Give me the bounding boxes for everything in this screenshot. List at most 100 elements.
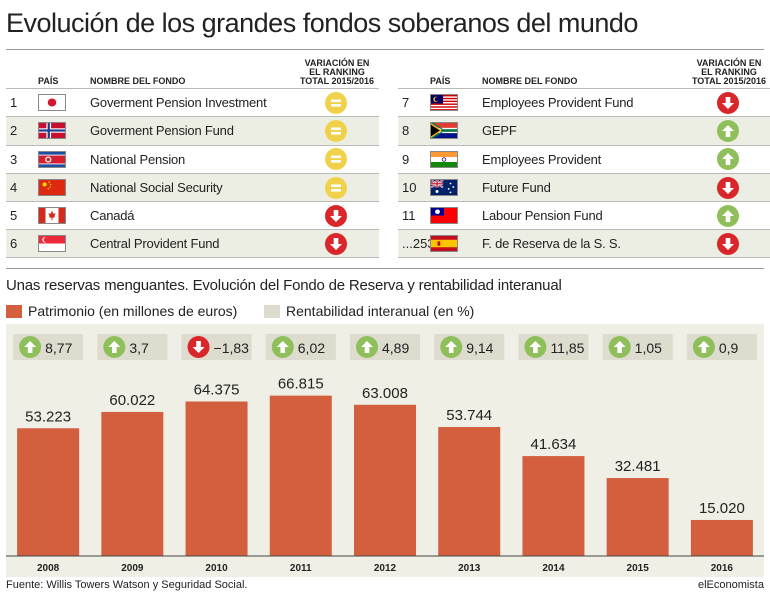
fund-name: Central Provident Fund <box>90 236 220 252</box>
arrow-up-icon <box>271 336 294 358</box>
fund-name: Labour Pension Fund <box>482 208 603 224</box>
legend-label-patrimonio: Patrimonio (en millones de euros) <box>28 303 238 319</box>
rentabilidad-label: 11,85 <box>550 340 584 356</box>
patrimonio-label: 41.634 <box>530 436 576 453</box>
singapore-flag <box>38 235 66 253</box>
x-tick-label: 2012 <box>374 563 397 574</box>
fund-name: Goverment Pension Investment <box>90 95 267 111</box>
x-tick-label: 2016 <box>711 563 734 574</box>
fund-name: Future Fund <box>482 180 551 196</box>
table-row: ...253 F. de Reserva de la S. S. <box>398 229 770 258</box>
fund-name: National Social Security <box>90 180 223 196</box>
patrimonio-label: 64.375 <box>194 382 240 399</box>
table-row: 6 Central Provident Fund <box>6 229 379 258</box>
arrow-up-icon <box>692 336 715 358</box>
fund-name: Employees Provident <box>482 151 602 167</box>
patrimonio-label: 60.022 <box>109 392 155 409</box>
china-flag <box>38 179 66 197</box>
fund-name: Goverment Pension Fund <box>90 123 234 139</box>
page-title: Evolución de los grandes fondos soberano… <box>6 8 638 38</box>
australia-flag <box>430 179 458 197</box>
japan-flag <box>38 94 66 112</box>
patrimonio-bar <box>17 428 80 556</box>
x-tick-label: 2008 <box>37 563 60 574</box>
funds-table-left: PAÍS NOMBRE DEL FONDO VARIACIÓN EN EL RAN… <box>6 56 379 258</box>
arrow-down-icon <box>187 336 210 358</box>
fund-name: National Pension <box>90 151 186 167</box>
patrimonio-label: 53.744 <box>446 407 492 424</box>
arrow-up-icon <box>608 336 631 358</box>
header-variacion: VARIACIÓN EN EL RANKING TOTAL 2015/2016 <box>299 58 375 86</box>
header-pais: PAÍS <box>38 76 59 86</box>
fund-name: Employees Provident Fund <box>482 95 634 111</box>
rank-number: 2 <box>10 123 18 139</box>
table-row: 5 Canadá <box>6 201 379 229</box>
fund-name: GEPF <box>482 123 517 139</box>
arrow-up-icon <box>717 148 739 171</box>
table-row: 11 Labour Pension Fund <box>398 201 770 229</box>
patrimonio-bar <box>606 478 669 556</box>
x-tick-label: 2013 <box>458 563 481 574</box>
taiwan-flag <box>430 207 458 225</box>
legend-patrimonio: Patrimonio (en millones de euros) <box>6 303 237 319</box>
rentabilidad-label: 1,05 <box>635 340 662 356</box>
rentabilidad-label: −1,83 <box>214 340 250 356</box>
arrow-down-icon <box>717 176 739 199</box>
table-row: 3 National Pension <box>6 144 379 173</box>
table-row: 2 Goverment Pension Fund <box>6 116 379 145</box>
legend-rentabilidad: Rentabilidad interanual (en %) <box>264 303 474 319</box>
brand-logo: elEconomista <box>697 579 764 591</box>
norway-flag <box>38 122 66 140</box>
rank-number: 1 <box>10 95 18 111</box>
patrimonio-bar <box>522 456 585 556</box>
x-tick-label: 2015 <box>627 563 650 574</box>
chart-area: 8,77 53.223 2008 3,7 60.022 2009 −1,83 64.375 20… <box>6 324 764 577</box>
fund-name: F. de Reserva de la S. S. <box>482 236 621 252</box>
patrimonio-bar <box>690 519 753 556</box>
rentabilidad-label: 8,77 <box>45 340 72 356</box>
legend-swatch-rentabilidad <box>264 304 280 318</box>
chart-subtitle: Unas reservas menguantes. Evolución del … <box>6 277 562 294</box>
malaysia-flag <box>430 94 458 112</box>
arrow-down-icon <box>717 232 739 255</box>
table-row: 9 Employees Provident <box>398 144 770 173</box>
patrimonio-label: 63.008 <box>362 385 408 402</box>
header-pais: PAÍS <box>430 76 451 86</box>
arrow-up-icon <box>717 204 739 227</box>
x-tick-label: 2014 <box>542 563 565 574</box>
patrimonio-label: 32.481 <box>615 458 661 475</box>
table-row: 1 Goverment Pension Investment <box>6 88 379 116</box>
rank-number: 6 <box>10 236 18 252</box>
patrimonio-label: 66.815 <box>278 376 324 393</box>
section-divider <box>6 268 764 269</box>
arrow-up-icon <box>440 336 463 358</box>
rank-number: 7 <box>402 95 410 111</box>
title-divider <box>6 49 764 50</box>
rentabilidad-label: 6,02 <box>298 340 325 356</box>
equal-icon <box>325 176 347 199</box>
table-row: 10 Future Fund <box>398 172 770 202</box>
x-tick-label: 2010 <box>205 563 228 574</box>
rentabilidad-label: 9,14 <box>466 340 493 356</box>
south-africa-flag <box>430 122 458 140</box>
header-nombre: NOMBRE DEL FONDO <box>482 76 578 86</box>
arrow-down-icon <box>717 91 739 114</box>
arrow-up-icon <box>524 336 547 358</box>
rentabilidad-label: 3,7 <box>129 340 149 356</box>
table-header: PAÍS NOMBRE DEL FONDO VARIACIÓN EN EL RAN… <box>398 56 770 88</box>
header-nombre: NOMBRE DEL FONDO <box>90 76 186 86</box>
arrow-down-icon <box>325 204 347 227</box>
rank-number: ...253 <box>402 236 435 252</box>
x-tick-label: 2009 <box>121 563 144 574</box>
equal-icon <box>325 148 347 171</box>
india-flag <box>430 150 458 168</box>
table-header: PAÍS NOMBRE DEL FONDO VARIACIÓN EN EL RAN… <box>6 56 379 88</box>
arrow-up-icon <box>356 336 378 358</box>
patrimonio-bar <box>101 411 164 556</box>
patrimonio-bar <box>354 404 416 556</box>
rank-number: 10 <box>402 180 417 196</box>
rank-number: 8 <box>402 123 410 139</box>
patrimonio-bar <box>269 395 332 556</box>
legend-swatch-patrimonio <box>6 304 22 318</box>
legend-label-rentabilidad: Rentabilidad interanual (en %) <box>286 303 475 319</box>
